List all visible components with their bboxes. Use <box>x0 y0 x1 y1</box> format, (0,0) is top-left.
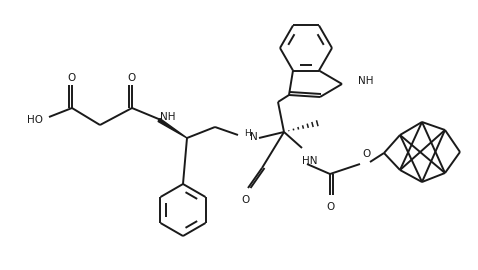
Text: H: H <box>245 129 251 137</box>
Text: O: O <box>68 73 76 83</box>
Text: O: O <box>242 195 250 205</box>
Text: O: O <box>128 73 136 83</box>
Text: NH: NH <box>358 76 373 86</box>
Text: O: O <box>363 149 371 159</box>
Text: N: N <box>250 132 258 142</box>
Polygon shape <box>158 119 187 138</box>
Text: HN: HN <box>302 156 318 166</box>
Text: HO: HO <box>27 115 43 125</box>
Text: O: O <box>327 202 335 212</box>
Text: NH: NH <box>160 112 176 122</box>
